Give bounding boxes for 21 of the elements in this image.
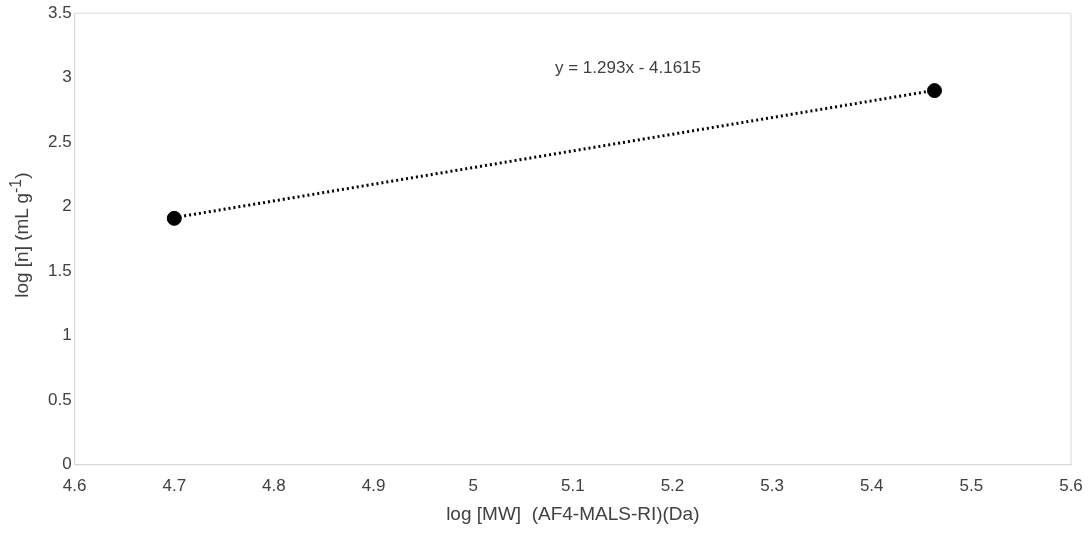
- x-tick-label: 5.4: [859, 475, 884, 495]
- x-tick-label: 4.9: [361, 475, 386, 495]
- y-tick-label: 1: [62, 325, 72, 345]
- y-tick-label: 2.5: [47, 131, 72, 151]
- y-tick-label: 0: [62, 454, 72, 474]
- y-tick-label: 3.5: [47, 2, 72, 22]
- x-tick-label: 5.5: [959, 475, 984, 495]
- y-tick-label: 1.5: [47, 260, 72, 280]
- x-tick-label: 5.2: [660, 475, 685, 495]
- x-tick-label: 5.6: [1059, 475, 1083, 495]
- x-tick-label: 5.3: [760, 475, 784, 495]
- x-tick-label: 5: [468, 475, 478, 495]
- x-tick-label: 5.1: [561, 475, 585, 495]
- x-tick-label: 4.7: [162, 475, 187, 495]
- annotation: y = 1.293x - 4.1615: [555, 58, 702, 78]
- x-tick-label: 4.6: [62, 475, 87, 495]
- x-tick-label: 4.8: [262, 475, 286, 495]
- y-tick-label: 2: [62, 196, 72, 216]
- y-tick-label: 3: [62, 67, 72, 87]
- y-tick-label: 0.5: [47, 389, 72, 409]
- x-axis-title: log [MW] (AF4-MALS-RI)(Da): [446, 502, 700, 524]
